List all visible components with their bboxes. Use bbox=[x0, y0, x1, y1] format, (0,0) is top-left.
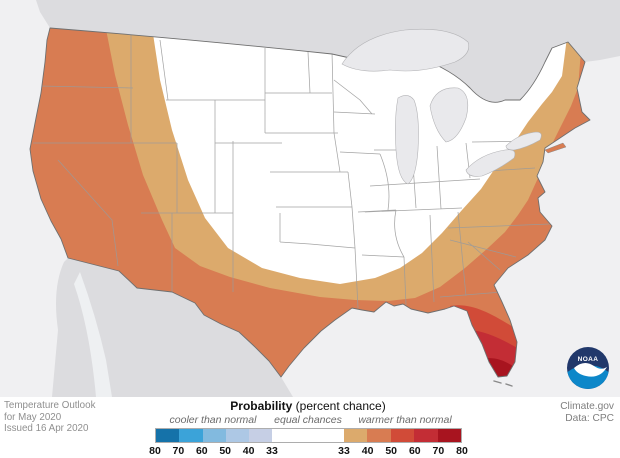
map-attribution: Temperature Outlook for May 2020 Issued … bbox=[4, 400, 95, 435]
legend-tick: 50 bbox=[385, 445, 398, 457]
florida-keys bbox=[493, 380, 513, 387]
mexico-landmass bbox=[52, 258, 293, 397]
data-source: Climate.gov Data: CPC bbox=[560, 401, 614, 425]
canada-landmass bbox=[28, 0, 620, 103]
state-borders bbox=[33, 35, 551, 309]
legend-segment-cool bbox=[225, 429, 249, 442]
legend-tick: 50 bbox=[219, 445, 232, 457]
gulf-of-california bbox=[74, 272, 112, 397]
legend-tick: 40 bbox=[242, 445, 255, 457]
legend-tick: 60 bbox=[408, 445, 421, 457]
legend-segment-cool bbox=[156, 429, 180, 442]
great-lakes bbox=[341, 28, 542, 185]
seagull-icon bbox=[574, 362, 607, 377]
legend-segment-warm bbox=[367, 429, 391, 442]
legend-tick: 80 bbox=[149, 445, 161, 457]
source-line-2: Data: CPC bbox=[565, 413, 614, 424]
long-island bbox=[544, 142, 567, 154]
attribution-line-2: for May 2020 bbox=[4, 411, 62, 423]
legend-segment-equal bbox=[272, 429, 344, 442]
legend-equal-label: equal chances bbox=[274, 414, 342, 426]
lake-superior bbox=[341, 28, 469, 72]
legend-tick: 33 bbox=[266, 445, 278, 457]
noaa-logo: NOAA bbox=[567, 347, 609, 389]
legend-segment-warm bbox=[343, 429, 368, 442]
lake-erie bbox=[465, 149, 516, 177]
legend-title-suffix: (percent chance) bbox=[292, 399, 386, 413]
lake-huron bbox=[429, 87, 469, 143]
legend-tick: 70 bbox=[172, 445, 185, 457]
legend-segment-warm bbox=[437, 429, 462, 442]
legend-tick: 33 bbox=[338, 445, 350, 457]
legend-colorbar bbox=[155, 428, 462, 443]
legend-title-word: Probability bbox=[230, 399, 293, 413]
legend-tick: 80 bbox=[456, 445, 468, 457]
attribution-line-3: Issued 16 Apr 2020 bbox=[4, 423, 89, 434]
legend-title: Probability (percent chance) bbox=[230, 399, 385, 413]
legend-segment-warm bbox=[390, 429, 415, 442]
us-temperature-outlook-map: NOAA bbox=[0, 0, 620, 397]
legend-tick: 70 bbox=[432, 445, 445, 457]
noaa-logo-text: NOAA bbox=[578, 356, 599, 363]
legend-segment-warm bbox=[414, 429, 438, 442]
legend-segment-cool bbox=[202, 429, 226, 442]
probability-legend: Probability (percent chance) cooler than… bbox=[149, 397, 468, 458]
legend-segment-cool bbox=[249, 429, 273, 442]
legend-tick: 60 bbox=[195, 445, 208, 457]
lake-michigan bbox=[395, 95, 419, 185]
legend-ticks: 80 70 60 50 40 33 33 40 50 60 70 80 bbox=[149, 445, 468, 458]
legend-tick: 40 bbox=[361, 445, 374, 457]
legend-cooler-label: cooler than normal bbox=[169, 414, 257, 426]
legend-warmer-label: warmer than normal bbox=[358, 414, 452, 426]
map-figure: NOAA bbox=[0, 0, 620, 397]
legend-segment-cool bbox=[179, 429, 203, 442]
lake-ontario bbox=[505, 131, 542, 151]
attribution-line-1: Temperature Outlook bbox=[4, 400, 96, 411]
source-line-1: Climate.gov bbox=[560, 401, 614, 412]
